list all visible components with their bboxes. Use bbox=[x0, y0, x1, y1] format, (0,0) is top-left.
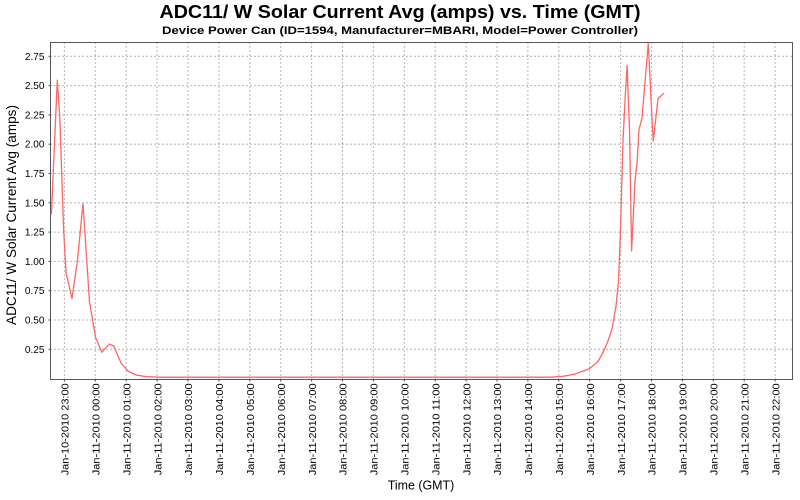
svg-text:Jan-11-2010 16:00: Jan-11-2010 16:00 bbox=[586, 383, 597, 475]
svg-text:Jan-11-2010 17:00: Jan-11-2010 17:00 bbox=[617, 383, 628, 475]
svg-text:Jan-11-2010 05:00: Jan-11-2010 05:00 bbox=[246, 383, 257, 475]
svg-text:2.75: 2.75 bbox=[25, 52, 45, 63]
svg-text:Device Power Can (ID=1594, Man: Device Power Can (ID=1594, Manufacturer=… bbox=[162, 25, 638, 37]
svg-text:0.50: 0.50 bbox=[25, 316, 45, 327]
svg-text:ADC11/ W Solar Current Avg (am: ADC11/ W Solar Current Avg (amps) vs. Ti… bbox=[160, 2, 641, 22]
svg-text:1.25: 1.25 bbox=[25, 228, 45, 239]
svg-text:1.00: 1.00 bbox=[25, 257, 45, 268]
svg-text:Jan-11-2010 12:00: Jan-11-2010 12:00 bbox=[462, 383, 473, 475]
svg-text:Jan-11-2010 07:00: Jan-11-2010 07:00 bbox=[308, 383, 319, 475]
svg-text:Jan-11-2010 02:00: Jan-11-2010 02:00 bbox=[153, 383, 164, 475]
svg-text:2.25: 2.25 bbox=[25, 110, 45, 121]
svg-text:Time (GMT): Time (GMT) bbox=[388, 478, 455, 493]
svg-text:Jan-11-2010 09:00: Jan-11-2010 09:00 bbox=[370, 383, 381, 475]
svg-text:Jan-11-2010 15:00: Jan-11-2010 15:00 bbox=[555, 383, 566, 475]
svg-text:Jan-11-2010 21:00: Jan-11-2010 21:00 bbox=[740, 383, 751, 475]
svg-text:2.00: 2.00 bbox=[25, 140, 45, 151]
svg-text:Jan-10-2010 23:00: Jan-10-2010 23:00 bbox=[61, 383, 72, 475]
svg-text:1.50: 1.50 bbox=[25, 198, 45, 209]
svg-text:Jan-11-2010 10:00: Jan-11-2010 10:00 bbox=[401, 383, 412, 475]
svg-text:Jan-11-2010 04:00: Jan-11-2010 04:00 bbox=[215, 383, 226, 475]
svg-text:Jan-11-2010 14:00: Jan-11-2010 14:00 bbox=[524, 383, 535, 475]
svg-text:2.50: 2.50 bbox=[25, 81, 45, 92]
svg-text:1.75: 1.75 bbox=[25, 169, 45, 180]
svg-text:Jan-11-2010 06:00: Jan-11-2010 06:00 bbox=[277, 383, 288, 475]
svg-text:Jan-11-2010 01:00: Jan-11-2010 01:00 bbox=[122, 383, 133, 475]
svg-text:0.25: 0.25 bbox=[25, 345, 45, 356]
svg-text:Jan-11-2010 13:00: Jan-11-2010 13:00 bbox=[493, 383, 504, 475]
svg-text:Jan-11-2010 11:00: Jan-11-2010 11:00 bbox=[431, 383, 442, 475]
svg-text:Jan-11-2010 08:00: Jan-11-2010 08:00 bbox=[339, 383, 350, 475]
svg-text:Jan-11-2010 03:00: Jan-11-2010 03:00 bbox=[184, 383, 195, 475]
svg-text:Jan-11-2010 22:00: Jan-11-2010 22:00 bbox=[771, 383, 782, 475]
svg-text:0.75: 0.75 bbox=[25, 286, 45, 297]
svg-text:Jan-11-2010 19:00: Jan-11-2010 19:00 bbox=[679, 383, 690, 475]
svg-text:Jan-11-2010 20:00: Jan-11-2010 20:00 bbox=[710, 383, 721, 475]
svg-text:Jan-11-2010 00:00: Jan-11-2010 00:00 bbox=[92, 383, 103, 475]
svg-text:ADC11/ W Solar Current Avg (am: ADC11/ W Solar Current Avg (amps) bbox=[3, 105, 19, 325]
svg-text:Jan-11-2010 18:00: Jan-11-2010 18:00 bbox=[648, 383, 659, 475]
